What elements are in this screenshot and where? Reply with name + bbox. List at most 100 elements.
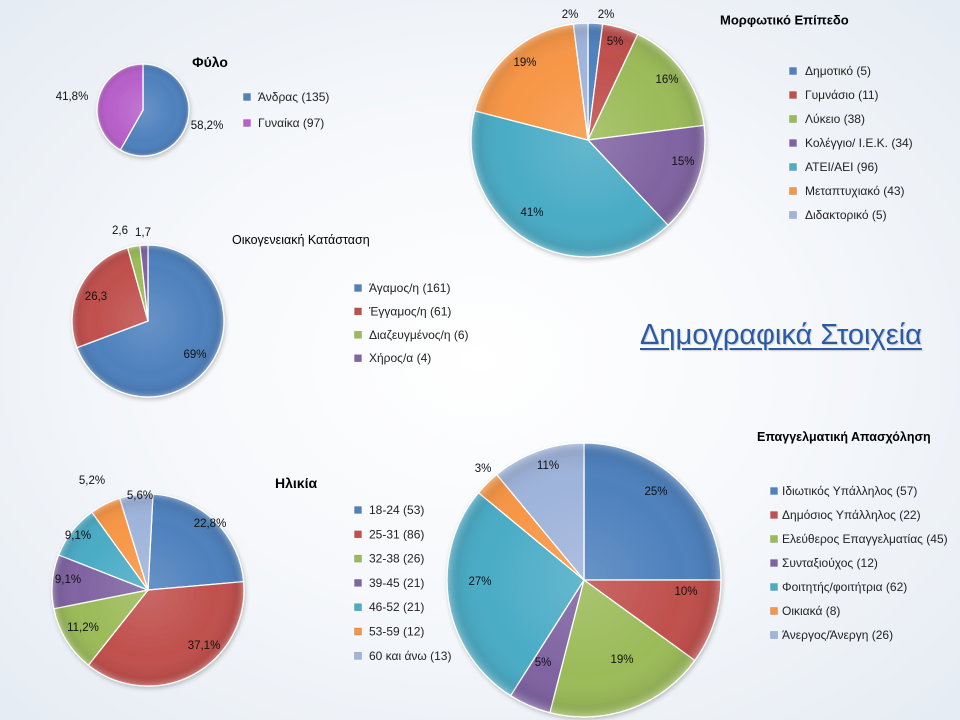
legend-label: ΑΤΕΙ/ΑΕΙ (96) [805,160,878,174]
data-label: 15% [671,156,694,168]
chart-title: Μορφωτικό Επίπεδο [720,13,849,28]
legend-label: Έγγαμος/η (61) [368,304,451,318]
legend-label: Διδακτορικό (5) [805,208,887,222]
data-label: 37,1% [188,640,221,652]
legend-marker [770,487,778,495]
legend-label: 39-45 (21) [369,576,424,590]
legend-label: 53-59 (12) [369,625,424,639]
chart-title: Οικογενειακή Κατάσταση [232,233,370,247]
chart-title: Φύλο [192,54,228,70]
legend-label: Δημόσιος Υπάλληλος (22) [782,508,921,522]
legend-marker [354,307,362,316]
legend-marker [789,139,797,147]
legend-item: Οικιακά (8) [770,604,840,618]
legend-marker [354,354,362,362]
legend-label: 60 και άνω (13) [369,649,451,663]
data-labels: 58,2% 41,8% [56,91,224,132]
legend-label: Φοιτητής/φοιτήτρια (62) [782,580,907,594]
marital-status-pie-chart: Οικογενειακή Κατάσταση 69% 26,3 2,6 1,7 Άγα… [71,225,469,398]
legend-item: 60 και άνω (13) [354,649,451,663]
data-label: 22,8% [194,518,227,530]
legend-item: Άνδρας (135) [243,90,329,104]
data-labels: 22,8% 37,1% 11,2% 9,1% 9,1% 5,2% 5,6% [55,475,226,652]
legend-marker [354,554,362,563]
legend-label: Άγαμος/η (161) [369,281,450,295]
legend-item: Έγγαμος/η (61) [354,304,451,318]
data-label: 19% [610,654,633,666]
legend-item: Ελεύθερος Επαγγελματίας (45) [770,532,948,546]
legend-marker [789,187,797,195]
legend-label: Ελεύθερος Επαγγελματίας (45) [782,532,948,546]
legend-item: Δημόσιος Υπάλληλος (22) [770,508,921,522]
data-label: 9,1% [65,530,91,542]
legend-item: 25-31 (86) [354,527,424,541]
legend-marker [789,91,797,99]
data-label: 10% [674,586,697,598]
legend-item: Διδακτορικό (5) [789,208,887,222]
legend-marker [354,579,362,587]
legend-marker [789,163,797,171]
data-label: 41% [520,207,543,219]
legend-marker [243,119,251,127]
legend: Άνδρας (135) Γυναίκα (97) [243,90,329,130]
legend-item: Φοιτητής/φοιτήτρια (62) [770,580,907,594]
legend-item: Κολέγγιο/ Ι.Ε.Κ. (34) [789,136,913,150]
data-label: 19% [513,57,536,69]
data-label: 5% [607,36,624,48]
data-label: 1,7 [135,227,151,239]
data-label: 2% [598,9,615,21]
legend-label: Άνεργος/Άνεργη (26) [782,628,893,642]
legend-label: 46-52 (21) [369,600,424,614]
legend-marker [354,284,362,292]
data-label: 27% [468,576,491,588]
data-label: 41,8% [56,91,89,103]
page-title: Δημογραφικά Στοιχεία [640,319,922,351]
data-label: 16% [655,74,678,86]
data-label: 5,6% [127,490,153,502]
legend-marker [354,331,362,339]
data-label: 69% [183,349,206,361]
legend-marker [770,511,778,519]
legend-label: Ιδιωτικός Υπάλληλος (57) [782,484,917,498]
legend-label: Κολέγγιο/ Ι.Ε.Κ. (34) [805,136,913,150]
legend-marker [770,631,778,639]
legend-item: Δημοτικό (5) [789,64,871,78]
legend-marker [789,115,797,123]
data-label: 26,3 [85,291,107,303]
legend-label: 32-38 (26) [369,552,424,566]
occupation-pie-chart: Επαγγελματική Απασχόληση 25% 10% 19% 5% 27% 3… [446,430,948,718]
legend-marker [354,627,362,636]
data-labels: 69% 26,3 2,6 1,7 [85,225,207,361]
chart-title: Επαγγελματική Απασχόληση [757,430,931,444]
legend-item: ΑΤΕΙ/ΑΕΙ (96) [789,160,878,174]
pie [470,22,706,258]
legend-marker [770,607,778,615]
legend-item: Άνεργος/Άνεργη (26) [770,628,893,642]
legend-label: Μεταπτυχιακό (43) [805,184,905,198]
education-pie-chart: Μορφωτικό Επίπεδο 2% 5% 16% 15% 41% 19% 2% Δημ… [470,9,913,258]
legend-item: Συνταξιούχος (12) [770,556,878,570]
legend-item: Διαζευγμένος/η (6) [354,328,469,342]
legend-marker [789,211,797,219]
legend-label: Οικιακά (8) [782,604,840,618]
legend-label: Χήρος/α (4) [369,351,431,365]
legend-item: Μεταπτυχιακό (43) [789,184,905,198]
data-label: 2,6 [112,225,128,237]
data-label: 25% [644,486,667,498]
legend-label: Διαζευγμένος/η (6) [369,328,469,342]
data-label: 2% [562,9,579,21]
legend-label: Άνδρας (135) [258,90,329,104]
age-pie-chart: Ηλικία 22,8% 37,1% 11,2% 9,1% 9,1% 5,2% 5,6% 1… [51,475,451,687]
legend-item: Γυμνάσιο (11) [789,88,879,102]
pie [71,244,225,398]
legend-item: Άγαμος/η (161) [354,281,450,295]
gender-pie-chart: Φύλο 58,2% 41,8% Άνδρας (135) Γυναίκα (97) [56,54,329,157]
legend-label: Δημοτικό (5) [805,64,871,78]
legend-label: Λύκειο (38) [805,112,865,126]
legend-label: Συνταξιούχος (12) [782,556,878,570]
data-label: 58,2% [191,120,224,132]
legend-label: Γυμνάσιο (11) [805,88,879,102]
legend-marker [243,93,251,101]
